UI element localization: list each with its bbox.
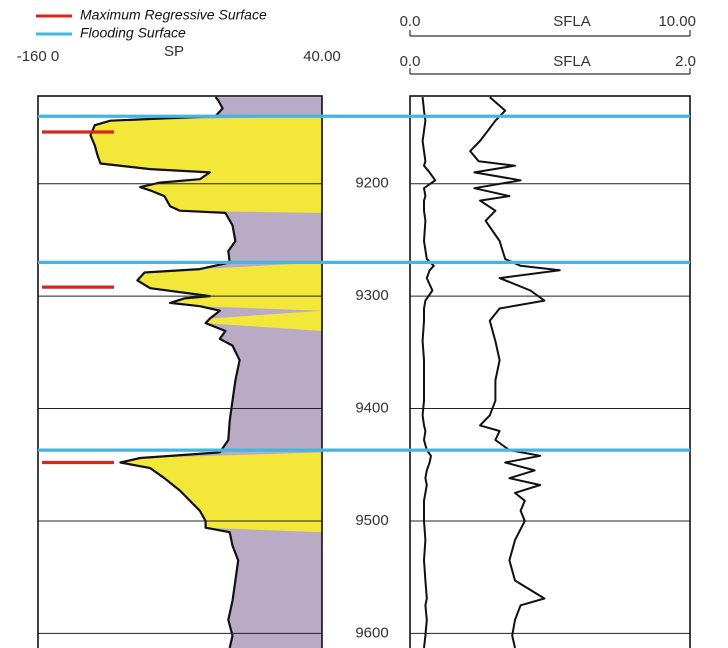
track-frame: [37, 95, 323, 648]
depth-label: 9200: [355, 175, 388, 192]
curve-name: SFLA: [553, 13, 591, 30]
resistivity-curve: [469, 96, 561, 648]
legend-label: Maximum Regressive Surface: [80, 7, 267, 23]
x-tick-label: 40.00: [303, 48, 341, 65]
legend-label: Flooding Surface: [80, 25, 186, 41]
x-tick-label: -160 0: [17, 48, 60, 65]
sand-fill: [90, 97, 322, 648]
curve-name: SFLA: [553, 53, 591, 70]
curve-name: SP: [164, 43, 184, 60]
depth-label: 9300: [355, 287, 388, 304]
track-frame: [409, 95, 691, 648]
x-tick-label: 10.00: [658, 13, 696, 30]
resistivity-curve: [421, 96, 437, 648]
x-tick-label: 0.0: [400, 53, 421, 70]
x-tick-label: 2.0: [675, 53, 696, 70]
sp-curve: [89, 96, 241, 648]
x-tick-label: 0.0: [400, 13, 421, 30]
depth-label: 9400: [355, 400, 388, 417]
depth-label: 9600: [355, 624, 388, 641]
depth-label: 9500: [355, 512, 388, 529]
